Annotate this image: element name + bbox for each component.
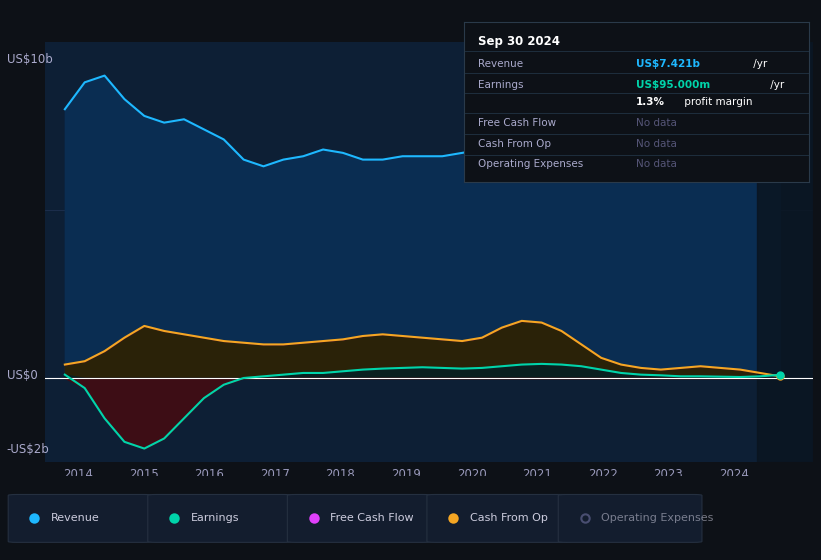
FancyBboxPatch shape <box>287 494 431 542</box>
Text: US$7.421b: US$7.421b <box>636 59 700 69</box>
FancyBboxPatch shape <box>558 494 702 542</box>
Text: Earnings: Earnings <box>190 514 239 524</box>
Text: US$10b: US$10b <box>7 53 53 66</box>
Text: No data: No data <box>636 118 677 128</box>
Text: US$95.000m: US$95.000m <box>636 80 710 90</box>
Text: -US$2b: -US$2b <box>7 444 49 456</box>
Text: Sep 30 2024: Sep 30 2024 <box>478 35 560 48</box>
Text: Operating Expenses: Operating Expenses <box>601 514 713 524</box>
Text: Earnings: Earnings <box>478 80 523 90</box>
Text: Revenue: Revenue <box>478 59 523 69</box>
Text: Free Cash Flow: Free Cash Flow <box>330 514 414 524</box>
Text: Operating Expenses: Operating Expenses <box>478 160 583 170</box>
FancyBboxPatch shape <box>8 494 152 542</box>
Text: Revenue: Revenue <box>51 514 99 524</box>
FancyBboxPatch shape <box>427 494 571 542</box>
Text: 1.3%: 1.3% <box>636 97 665 107</box>
Bar <box>757 42 813 462</box>
Text: /yr: /yr <box>768 80 785 90</box>
Text: Cash From Op: Cash From Op <box>478 139 551 149</box>
Text: Free Cash Flow: Free Cash Flow <box>478 118 556 128</box>
Text: No data: No data <box>636 160 677 170</box>
Text: Cash From Op: Cash From Op <box>470 514 548 524</box>
Text: profit margin: profit margin <box>681 97 753 107</box>
Text: /yr: /yr <box>750 59 768 69</box>
FancyBboxPatch shape <box>148 494 291 542</box>
Text: US$0: US$0 <box>7 368 37 382</box>
Text: No data: No data <box>636 139 677 149</box>
